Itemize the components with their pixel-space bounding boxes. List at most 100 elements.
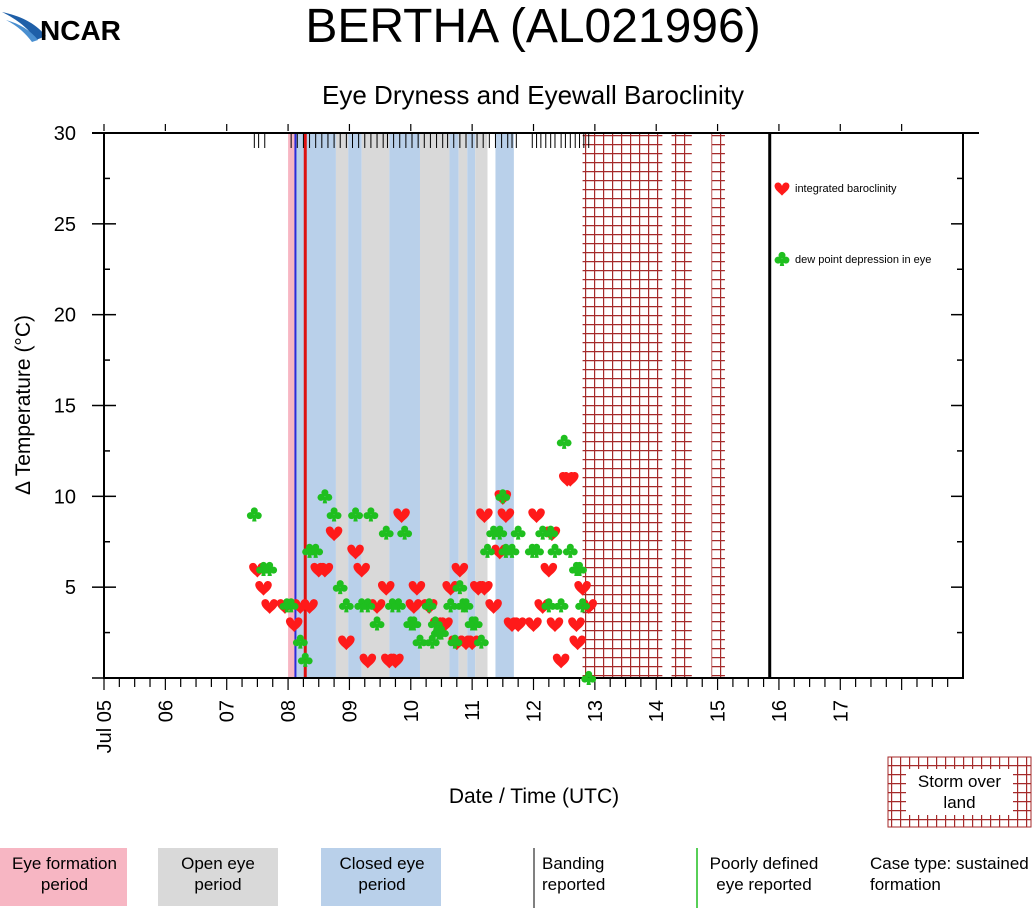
legend-label: dew point depression in eye [795,254,931,266]
dew-point-depression-point [369,616,385,631]
dew-point-depression-point [458,598,474,613]
y-tick-label: 20 [54,305,76,327]
baroclinity-point [442,581,459,596]
baroclinity-point [476,581,493,596]
dew-point-depression-point [397,525,413,540]
open-eye-period-band [458,133,468,678]
baroclinity-point [285,617,303,632]
closed-eye-swatch [321,848,441,906]
x-axis-label: Date / Time (UTC) [449,785,619,808]
dew-point-depression-point [543,525,559,540]
dew-point-depression-point [504,543,520,558]
baroclinity-point [476,508,493,523]
baroclinity-point [338,635,355,651]
dew-point-depression-point [452,580,468,595]
baroclinity-point [451,562,469,578]
closed-eye-period-band [449,133,459,678]
baroclinity-point [485,599,502,614]
poorly-defined-label: Poorly defined eye reported [709,854,819,894]
chart-title: BERTHA (AL021996) [305,0,760,53]
data-points [246,434,597,685]
baroclinity-point [325,526,343,542]
baroclinity-point [436,617,453,632]
y-tick-label: 25 [54,214,76,236]
x-tick-label: 07 [217,700,239,722]
baroclinity-point [509,617,527,632]
baroclinity-point [255,581,272,596]
x-tick-label: 06 [155,700,177,722]
y-tick-label: 10 [54,486,76,508]
baroclinity-point [377,581,395,596]
dew-point-depression-point [480,543,495,558]
x-tick-label: 10 [401,700,423,722]
dew-point-depression-point [467,616,483,631]
baroclinity-point [359,653,377,669]
baroclinity-point [463,635,481,651]
ncar-logo-text: NCAR [40,15,121,46]
y-axis-label: Δ Temperature (°C) [12,315,35,495]
dew-point-depression-point [556,434,572,449]
x-tick-label: Jul 05 [94,700,116,753]
x-axis: Jul 05 06 07 08 09 10 11 12 13 14 15 16 17 [94,124,949,753]
dew-point-depression-point [348,507,363,522]
x-tick-label: 11 [462,700,484,721]
banding-ticks [253,134,590,148]
baroclinity-point [393,508,410,523]
dew-point-depression-point [547,543,563,558]
x-tick-label: 14 [646,700,668,722]
baroclinity-point [347,544,364,560]
baroclinity-point [540,562,558,578]
dew-point-depression-point [424,634,440,649]
open-eye-period-band [361,133,390,678]
dew-point-depression-point [447,634,463,649]
dew-point-depression-point [510,525,526,540]
dew-point-depression-point [421,598,437,613]
dew-point-depression-point [391,598,406,613]
banding-label: Banding reported [542,854,606,894]
closed-eye-period-band [389,133,420,678]
closed-eye-period-band [295,133,336,678]
case-type-label: Case type: sustained formation [870,854,1029,894]
y-tick-label: 5 [65,577,76,599]
closed-eye-period-band [495,133,514,678]
legend-heart-icon [774,182,790,196]
baroclinity-point [525,617,542,632]
dew-point-depression-point [283,598,299,613]
dew-point-depression-point [332,580,348,595]
open-eye-period-band [475,133,488,678]
ncar-logo-swoosh-icon [2,12,46,40]
baroclinity-point [569,635,586,651]
baroclinity-point [528,508,545,523]
dew-point-depression-point [338,598,354,613]
dew-point-depression-point [529,543,544,558]
dew-point-depression-point [308,543,324,558]
dew-point-depression-point [378,525,394,540]
x-tick-label: 16 [769,700,791,722]
dew-point-depression-point [434,625,449,640]
dew-point-depression-point [572,561,587,576]
y-tick-label: 30 [54,123,76,145]
baroclinity-point [261,599,278,614]
baroclinity-point [405,599,423,614]
dew-point-depression-point [326,507,342,522]
land-periods [582,133,725,678]
baroclinity-point [387,653,404,669]
storm-over-land-band [711,133,725,678]
storm-over-land-band [671,133,692,678]
baroclinity-point [552,653,570,669]
y-axis: 5 10 15 20 25 30 [54,123,979,679]
open-eye-label: Open eye period [181,854,255,894]
dew-point-depression-point [363,507,379,522]
land-legend-label: Storm over land [917,772,1002,812]
dew-point-depression-point [262,561,278,576]
event-lines [294,133,772,678]
closed-eye-period-band [467,133,476,678]
dew-point-depression-point [553,598,569,613]
open-eye-period-band [335,133,349,678]
dew-point-depression-point [292,634,308,649]
x-tick-label: 09 [339,700,361,722]
open-eye-period-band [419,133,450,678]
dew-point-depression-point [246,507,262,522]
dew-point-depression-point [495,489,511,504]
x-tick-label: 08 [278,700,300,722]
